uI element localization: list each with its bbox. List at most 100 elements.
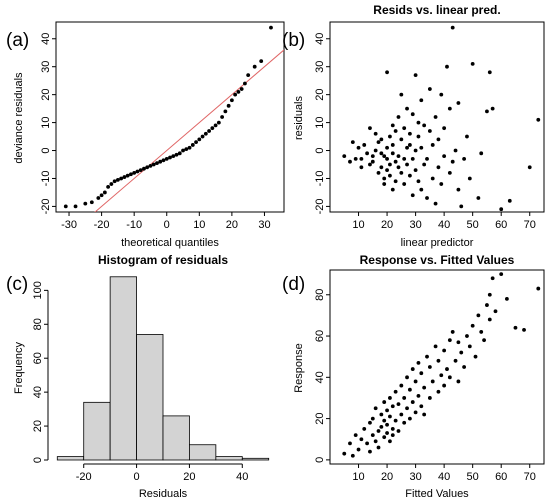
panel-a-x-tick-label: 0 xyxy=(164,219,170,231)
data-point xyxy=(148,163,153,168)
data-point xyxy=(122,175,127,179)
data-point xyxy=(362,427,367,431)
data-point xyxy=(373,148,378,153)
data-point xyxy=(223,109,228,114)
data-point xyxy=(427,396,432,400)
panel-a-points xyxy=(63,25,273,209)
data-point xyxy=(465,134,469,139)
data-point xyxy=(450,330,455,334)
data-point xyxy=(479,330,484,334)
data-point xyxy=(236,89,241,94)
data-point xyxy=(155,161,159,166)
data-point xyxy=(379,151,384,156)
data-point xyxy=(407,131,412,136)
data-point xyxy=(456,101,461,105)
data-point xyxy=(447,338,452,343)
panel-b-title: Resids vs. linear pred. xyxy=(373,3,500,17)
panel-a-axes: -30 -20 -10 0 10 20 30 -20 -10 0 10 20 30 40 xyxy=(40,21,285,231)
data-point xyxy=(413,168,418,172)
data-point xyxy=(427,87,432,91)
data-point xyxy=(388,439,392,444)
data-point xyxy=(396,429,401,433)
data-point xyxy=(102,190,107,195)
data-point xyxy=(490,276,495,281)
data-point xyxy=(485,109,489,114)
data-point xyxy=(359,165,364,170)
data-point xyxy=(442,383,447,388)
data-point xyxy=(390,433,395,438)
histogram-bar xyxy=(162,415,190,461)
data-point xyxy=(462,157,467,161)
data-point xyxy=(342,154,347,159)
data-point xyxy=(382,400,387,404)
data-point xyxy=(399,383,404,388)
panel-a-y-tick-label: 40 xyxy=(40,33,52,45)
panel-b-x-tick-label: 20 xyxy=(381,219,393,231)
data-point xyxy=(226,103,231,108)
data-point xyxy=(239,87,244,91)
qq-reference-line xyxy=(94,49,284,212)
data-point xyxy=(536,286,541,291)
data-point xyxy=(422,162,427,167)
data-point xyxy=(442,154,447,159)
panel-b-y-tick-label: 30 xyxy=(314,61,326,73)
data-point xyxy=(436,358,441,363)
panel-d-y-tick-label: 40 xyxy=(314,371,326,383)
data-point xyxy=(164,157,169,161)
data-point xyxy=(203,131,208,136)
data-point xyxy=(445,64,449,69)
data-point xyxy=(405,145,409,150)
data-point xyxy=(419,371,424,376)
data-point xyxy=(393,179,398,184)
data-point xyxy=(379,165,384,170)
data-point xyxy=(142,166,146,171)
panel-a-qq-plot: (a) theoretical quantiles deviance resid… xyxy=(6,21,285,249)
data-point xyxy=(350,453,355,458)
data-point xyxy=(132,170,137,175)
data-point xyxy=(436,389,441,394)
data-point xyxy=(390,427,395,431)
data-point xyxy=(359,437,364,442)
data-point xyxy=(89,200,94,205)
data-point xyxy=(382,176,387,181)
data-point xyxy=(359,157,364,161)
data-point xyxy=(390,143,395,147)
panel-a-x-tick-label: -20 xyxy=(94,219,110,231)
data-point xyxy=(456,340,461,345)
data-point xyxy=(207,129,211,133)
data-point xyxy=(388,134,392,139)
data-point xyxy=(422,123,427,128)
data-point xyxy=(499,272,504,277)
data-point xyxy=(402,396,407,400)
panel-b-xlabel: linear predictor xyxy=(401,237,474,249)
data-point xyxy=(396,154,401,159)
data-point xyxy=(405,106,409,111)
data-point xyxy=(390,187,395,192)
panel-d-x-tick-label: 60 xyxy=(495,471,507,483)
data-point xyxy=(368,126,372,131)
data-point xyxy=(407,387,412,392)
data-point xyxy=(390,123,395,128)
data-point xyxy=(493,309,498,314)
panel-c-y-tick-label: 40 xyxy=(32,386,44,398)
data-point xyxy=(490,106,495,111)
data-point xyxy=(410,400,415,404)
panel-b-y-tick-label: 0 xyxy=(314,147,326,153)
panel-b-ylabel: residuals xyxy=(293,95,305,140)
data-point xyxy=(407,143,412,147)
data-point xyxy=(376,445,381,450)
data-point xyxy=(405,375,409,380)
data-point xyxy=(200,134,205,139)
panel-c-xlabel: Residuals xyxy=(139,488,188,500)
panel-a-y-tick-label: 10 xyxy=(40,116,52,128)
data-point xyxy=(83,201,88,206)
data-point xyxy=(410,367,415,371)
data-point xyxy=(187,145,192,150)
data-point xyxy=(422,412,427,417)
data-point xyxy=(399,412,404,417)
data-point xyxy=(447,375,452,380)
panel-d-y-tick-label: 20 xyxy=(314,412,326,424)
panel-d-title: Response vs. Fitted Values xyxy=(360,253,515,267)
panel-c-axes: -20 0 20 40 0 20 40 60 80 100 xyxy=(32,281,248,483)
